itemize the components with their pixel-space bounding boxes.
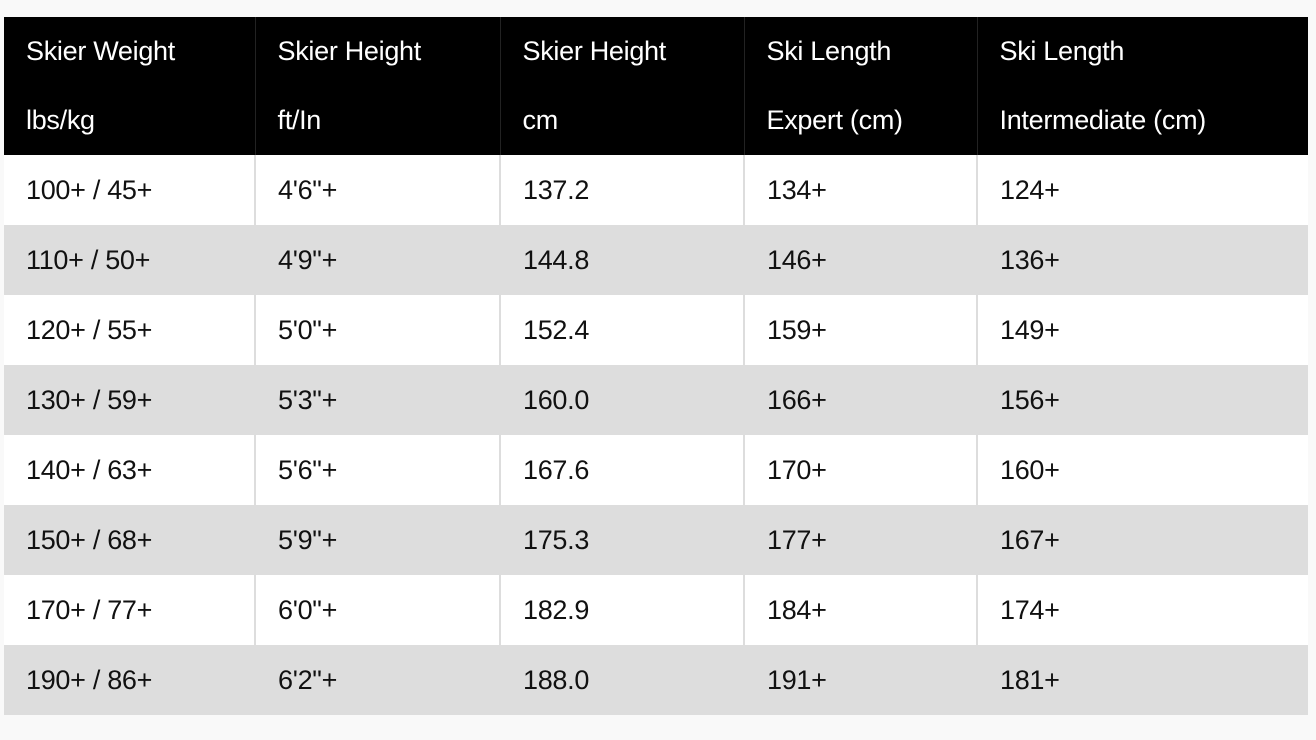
table-row: 120+ / 55+ 5'0"+ 152.4 159+ 149+ [4,295,1308,365]
table-cell: 191+ [743,645,977,715]
column-header: Ski Length Intermediate (cm) [976,17,1308,155]
column-header-line1: Skier Weight [26,36,175,66]
table-cell: 184+ [743,575,977,645]
column-header-line2: lbs/kg [26,105,95,135]
table-cell: 177+ [743,505,977,575]
column-header-line1: Skier Height [277,36,422,66]
table-cell: 124+ [976,155,1308,225]
column-header-line1: Ski Length [766,36,892,66]
table-cell: 4'9"+ [254,225,500,295]
table-cell: 170+ / 77+ [4,575,255,645]
table-cell: 5'3"+ [254,365,500,435]
table-cell: 160.0 [499,365,744,435]
table-row: 140+ / 63+ 5'6"+ 167.6 170+ 160+ [4,435,1308,505]
table-cell: 5'9"+ [254,505,500,575]
column-header-line2: Intermediate (cm) [999,105,1207,135]
table-row: 130+ / 59+ 5'3"+ 160.0 166+ 156+ [4,365,1308,435]
column-header-line2: cm [522,105,559,135]
table-row: 150+ / 68+ 5'9"+ 175.3 177+ 167+ [4,505,1308,575]
column-header-line2: Expert (cm) [766,105,904,135]
column-header: Skier Weight lbs/kg [4,17,255,155]
table-cell: 174+ [976,575,1308,645]
table-cell: 146+ [743,225,977,295]
table-row: 190+ / 86+ 6'2"+ 188.0 191+ 181+ [4,645,1308,715]
table-cell: 150+ / 68+ [4,505,255,575]
table-cell: 134+ [743,155,977,225]
ski-size-chart-table: Skier Weight lbs/kg Skier Height ft/In Skier… [4,17,1308,715]
table-cell: 6'2"+ [254,645,500,715]
table-row: 170+ / 77+ 6'0"+ 182.9 184+ 174+ [4,575,1308,645]
table-cell: 190+ / 86+ [4,645,255,715]
column-header-line1: Ski Length [999,36,1125,66]
table-cell: 149+ [976,295,1308,365]
table-cell: 160+ [976,435,1308,505]
table-cell: 137.2 [499,155,744,225]
table-cell: 4'6"+ [254,155,500,225]
column-header: Skier Height cm [499,17,744,155]
column-header: Ski Length Expert (cm) [743,17,977,155]
table-cell: 5'6"+ [254,435,500,505]
table-row: 110+ / 50+ 4'9"+ 144.8 146+ 136+ [4,225,1308,295]
table-cell: 140+ / 63+ [4,435,255,505]
table-cell: 170+ [743,435,977,505]
table-cell: 167.6 [499,435,744,505]
column-header-line1: Skier Height [522,36,667,66]
column-header-line2: ft/In [277,105,322,135]
table-cell: 110+ / 50+ [4,225,255,295]
table-cell: 5'0"+ [254,295,500,365]
table-cell: 159+ [743,295,977,365]
table-cell: 188.0 [499,645,744,715]
table-cell: 144.8 [499,225,744,295]
table-cell: 175.3 [499,505,744,575]
table-cell: 130+ / 59+ [4,365,255,435]
table-cell: 100+ / 45+ [4,155,255,225]
table-cell: 182.9 [499,575,744,645]
table-cell: 120+ / 55+ [4,295,255,365]
column-header: Skier Height ft/In [254,17,500,155]
table-cell: 6'0"+ [254,575,500,645]
table-cell: 136+ [976,225,1308,295]
table-cell: 156+ [976,365,1308,435]
header-row: Skier Weight lbs/kg Skier Height ft/In Skier… [4,17,1308,155]
table-cell: 181+ [976,645,1308,715]
table-row: 100+ / 45+ 4'6"+ 137.2 134+ 124+ [4,155,1308,225]
table-cell: 166+ [743,365,977,435]
table-cell: 167+ [976,505,1308,575]
table-cell: 152.4 [499,295,744,365]
